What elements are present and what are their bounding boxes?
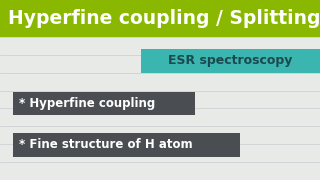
Text: Hyperfine coupling / Splitting: Hyperfine coupling / Splitting <box>8 9 320 28</box>
Text: ESR spectroscopy: ESR spectroscopy <box>168 54 292 67</box>
FancyBboxPatch shape <box>13 133 240 157</box>
FancyBboxPatch shape <box>13 92 195 115</box>
Text: * Hyperfine coupling: * Hyperfine coupling <box>19 97 155 110</box>
FancyBboxPatch shape <box>0 0 320 37</box>
Text: * Fine structure of H atom: * Fine structure of H atom <box>19 138 192 151</box>
FancyBboxPatch shape <box>141 49 320 73</box>
